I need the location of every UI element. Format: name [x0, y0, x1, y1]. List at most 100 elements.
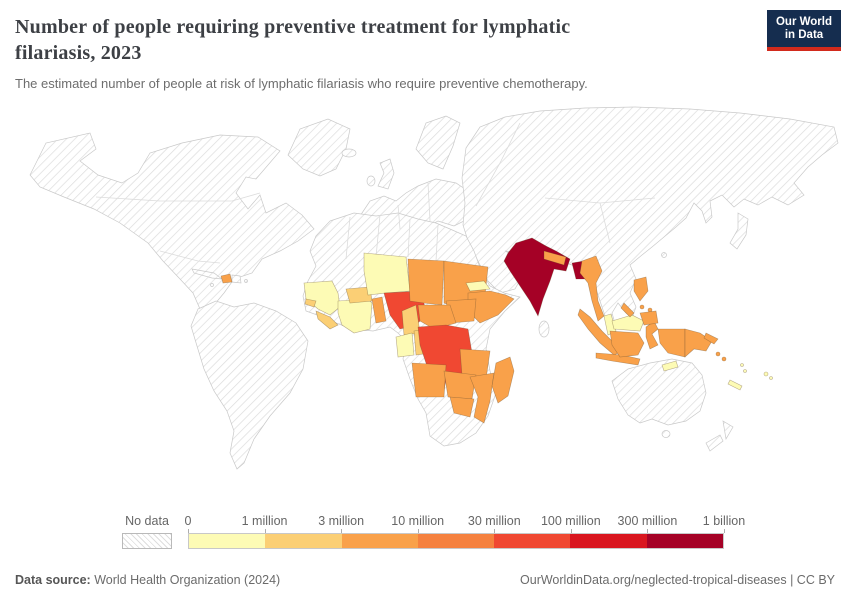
legend-tick-mark	[570, 529, 572, 533]
legend-tick-label-5: 100 million	[540, 514, 601, 528]
country-niger[interactable]	[363, 252, 411, 296]
legend-no-data-label: No data	[125, 514, 169, 528]
border-russia-europe	[475, 122, 521, 207]
border-sahara-3	[407, 218, 411, 258]
country-fiji-1[interactable]	[763, 371, 769, 377]
country-fiji-2[interactable]	[769, 376, 773, 380]
landmass-dominican-republic[interactable]	[231, 274, 242, 284]
landmass-tasmania[interactable]	[661, 430, 671, 438]
footer-separator: |	[786, 573, 797, 587]
border-us-mexico	[159, 250, 221, 264]
landmass-new-zealand-south[interactable]	[705, 434, 724, 452]
data-source-label: Data source:	[15, 573, 91, 587]
landmass-japan[interactable]	[729, 212, 749, 250]
country-timor-leste[interactable]	[661, 360, 679, 372]
border-china-west	[599, 202, 611, 244]
page-title: Number of people requiring preventive tr…	[15, 16, 571, 64]
data-source-value: World Health Organization (2024)	[94, 573, 281, 587]
landmass-taiwan[interactable]	[661, 252, 667, 258]
landmass-scandinavia[interactable]	[415, 115, 461, 170]
landmass-north-america[interactable]	[29, 132, 315, 330]
country-chad[interactable]	[407, 258, 445, 306]
legend-tick-label-7: 1 billion	[702, 514, 746, 528]
border-europe-1	[397, 204, 401, 230]
country-angola[interactable]	[411, 362, 447, 398]
legend-tick-mark	[724, 529, 725, 533]
legend-no-data-swatch[interactable]	[122, 533, 172, 549]
border-europe-2	[427, 182, 431, 222]
country-indonesia-kalimantan[interactable]	[609, 330, 645, 358]
country-png-new-britain[interactable]	[703, 332, 719, 345]
country-new-caledonia[interactable]	[727, 379, 743, 391]
country-malaysia-borneo[interactable]	[611, 314, 645, 332]
landmass-united-kingdom[interactable]	[377, 158, 395, 190]
country-vanuatu-1[interactable]	[740, 363, 744, 367]
legend-bin-5[interactable]	[570, 534, 647, 548]
country-philippines-luzon[interactable]	[633, 276, 649, 302]
country-burkina-faso[interactable]	[345, 286, 373, 304]
country-zimbabwe[interactable]	[449, 396, 475, 418]
owid-logo-line2: in Data	[784, 29, 824, 41]
landmass-ireland[interactable]	[366, 175, 376, 187]
legend-bin-0[interactable]	[189, 534, 266, 548]
landmass-jamaica[interactable]	[210, 283, 214, 287]
country-solomon-islands-2[interactable]	[721, 356, 727, 362]
country-zambia[interactable]	[443, 370, 477, 400]
country-cote-divoire-ghana[interactable]	[337, 298, 373, 334]
legend-bin-4[interactable]	[494, 534, 571, 548]
landmass-new-zealand-north[interactable]	[722, 420, 734, 441]
legend-tick-mark	[647, 529, 649, 533]
border-sahara-2	[375, 214, 381, 258]
legend-tick-label-0: 0	[184, 514, 192, 528]
legend-bins: 0 1 million 3 million 10 million 30 million 1…	[184, 514, 745, 549]
border-us-canada	[95, 192, 261, 202]
chart-footer: Data source: World Health Organization (…	[15, 573, 835, 587]
legend-bin-1[interactable]	[265, 534, 342, 548]
landmass-iceland[interactable]	[341, 148, 357, 158]
legend-bin-3[interactable]	[417, 534, 495, 548]
country-nepal[interactable]	[543, 250, 567, 266]
data-source: Data source: World Health Organization (…	[15, 573, 280, 587]
country-vanuatu-2[interactable]	[743, 369, 747, 373]
legend-tick-mark	[264, 529, 266, 533]
country-haiti[interactable]	[220, 273, 233, 284]
legend-bar	[188, 533, 724, 549]
legend-no-data[interactable]: No data	[122, 514, 172, 549]
country-philippines-visayas-1[interactable]	[639, 304, 645, 310]
legend-ticks: 0 1 million 3 million 10 million 30 million 1…	[184, 514, 745, 533]
country-sierra-leone-liberia[interactable]	[315, 310, 339, 330]
landmass-south-america[interactable]	[190, 300, 309, 470]
country-indonesia-papua[interactable]	[657, 328, 686, 358]
country-madagascar[interactable]	[491, 356, 515, 404]
country-benin-togo[interactable]	[371, 296, 387, 324]
country-papua-new-guinea[interactable]	[684, 328, 713, 358]
country-solomon-islands-1[interactable]	[715, 351, 721, 357]
legend-tick-mark	[341, 529, 343, 533]
owid-url-link[interactable]: OurWorldinData.org/neglected-tropical-di…	[520, 573, 787, 587]
landmass-puerto-rico[interactable]	[244, 279, 248, 283]
country-philippines-palawan[interactable]	[620, 302, 635, 318]
country-mozambique[interactable]	[469, 372, 495, 424]
legend-tick-label-6: 300 million	[617, 514, 678, 528]
legend-tick-mark	[417, 529, 419, 533]
landmass-asia[interactable]	[461, 106, 839, 336]
country-malaysia-peninsula[interactable]	[603, 313, 617, 336]
legend-tick-label-4: 30 million	[467, 514, 521, 528]
landmass-greenland[interactable]	[287, 118, 351, 177]
country-gabon[interactable]	[395, 332, 415, 358]
landmass-australia[interactable]	[611, 358, 707, 426]
country-guinea-bissau[interactable]	[304, 298, 317, 308]
landmass-sri-lanka[interactable]	[538, 320, 550, 338]
legend-bin-6[interactable]	[646, 534, 723, 548]
world-map	[29, 106, 839, 470]
country-eritrea[interactable]	[465, 280, 491, 292]
legend-tick-label-2: 3 million	[318, 514, 365, 528]
country-philippines-mindanao[interactable]	[639, 310, 659, 326]
country-indonesia-sulawesi[interactable]	[645, 320, 659, 350]
legend-bin-2[interactable]	[341, 534, 418, 548]
owid-logo[interactable]: Our World in Data	[767, 10, 841, 51]
license-link[interactable]: CC BY	[796, 573, 835, 587]
legend-tick-mark	[188, 529, 189, 533]
landmass-cuba[interactable]	[191, 268, 224, 280]
footer-links: OurWorldinData.org/neglected-tropical-di…	[520, 573, 835, 587]
